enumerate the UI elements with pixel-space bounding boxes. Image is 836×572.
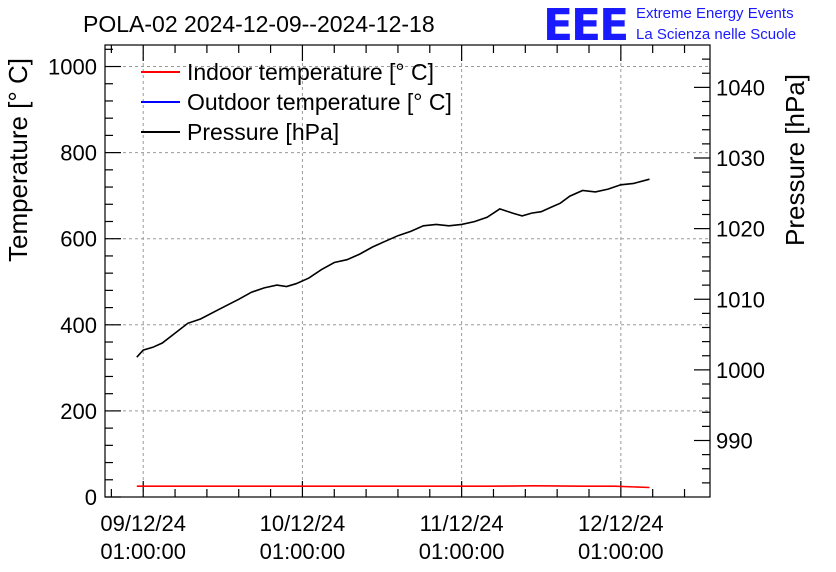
x-tick-label-date: 11/12/24 [420,511,504,536]
chart-title: POLA-02 2024-12-09--2024-12-18 [83,11,435,37]
legend: Indoor temperature [° C] Outdoor tempera… [141,59,452,145]
y-tick-label: 200 [60,399,97,424]
y-tick-label: 1000 [48,55,97,80]
legend-label-pressure: Pressure [hPa] [187,119,339,145]
eee-logo: EEE Extreme Energy Events La Scienza nel… [543,0,796,51]
legend-label-outdoor: Outdoor temperature [° C] [187,89,452,115]
x-tick-label-date: 10/12/24 [260,511,346,536]
y2-tick-label: 990 [716,429,753,454]
logo-line1: Extreme Energy Events [636,5,794,22]
logo-line2: La Scienza nelle Scuole [636,26,796,43]
y-tick-label: 400 [60,313,97,338]
y-tick-label: 600 [60,227,97,252]
series-line-2 [136,178,650,358]
y-tick-label: 0 [85,485,97,510]
y2-tick-label: 1030 [716,146,765,171]
series-line-0 [136,484,650,489]
eee-logo-mark: EEE [543,0,627,51]
x-tick-label-time: 01:00:00 [578,539,664,564]
y2-tick-label: 1000 [716,358,765,383]
x-tick-label-date: 12/12/24 [578,511,664,536]
series-lines [136,178,650,489]
y2-tick-label: 1040 [716,75,765,100]
x-tick-label-time: 01:00:00 [419,539,505,564]
x-tick-label-time: 01:00:00 [100,539,186,564]
y2-tick-label: 1010 [716,287,765,312]
y2-axis-title: Pressure [hPa] [780,74,810,246]
axis-ticks [105,45,710,498]
legend-label-indoor: Indoor temperature [° C] [187,59,434,85]
y-tick-label: 800 [60,141,97,166]
y2-tick-label: 1020 [716,217,765,242]
x-tick-label-date: 09/12/24 [100,511,186,536]
x-tick-label-time: 01:00:00 [260,539,346,564]
y-axis-title: Temperature [° C] [3,58,33,262]
